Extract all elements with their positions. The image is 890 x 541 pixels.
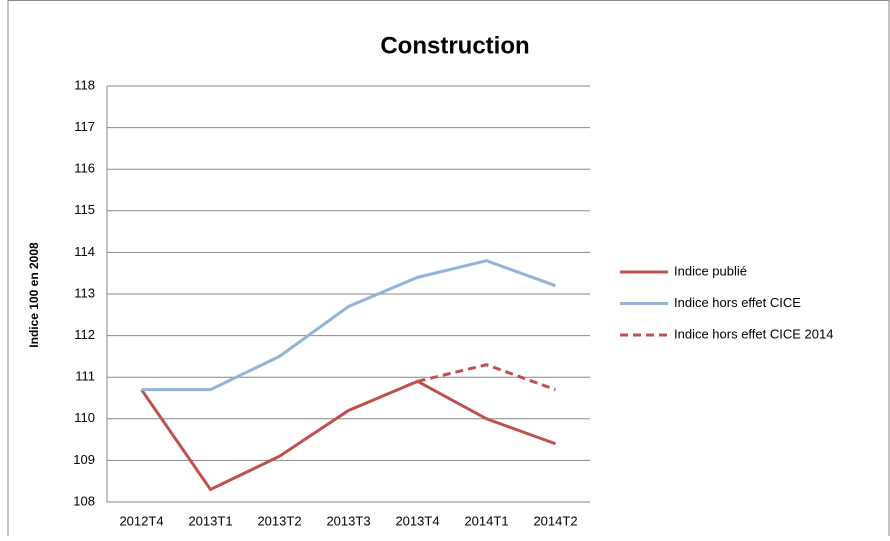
series-line	[141, 259, 557, 392]
x-tick-label: 2013T4	[395, 513, 439, 528]
y-tick-label: 117	[74, 119, 95, 134]
legend-label: Indice hors effet CICE	[674, 295, 801, 310]
legend-label: Indice publié	[674, 263, 747, 278]
x-tick-label: 2012T4	[119, 513, 163, 528]
x-tick-label: 2013T1	[188, 513, 232, 528]
x-tick-label: 2014T2	[533, 513, 577, 528]
y-tick-label: 118	[74, 77, 95, 92]
y-axis-label: Indice 100 en 2008	[27, 242, 41, 348]
series-line	[140, 379, 557, 492]
x-tick-label: 2014T1	[464, 513, 508, 528]
x-tick-label: 2013T2	[257, 513, 301, 528]
y-tick-label: 109	[73, 452, 95, 467]
y-tick-label: 115	[74, 202, 95, 217]
y-tick-label: 111	[75, 369, 95, 384]
y-tick-label: 108	[73, 493, 95, 508]
y-tick-label: 113	[74, 285, 95, 300]
legend-label: Indice hors effet CICE 2014	[674, 326, 833, 341]
y-tick-label: 116	[74, 161, 95, 176]
y-tick-label: 114	[74, 244, 95, 259]
y-tick-label: 112	[74, 327, 95, 342]
series-line	[417, 363, 557, 392]
x-tick-label: 2013T3	[326, 513, 370, 528]
y-tick-label: 110	[74, 410, 95, 425]
chart-title: Construction	[380, 32, 529, 59]
chart-frame	[7, 0, 890, 541]
